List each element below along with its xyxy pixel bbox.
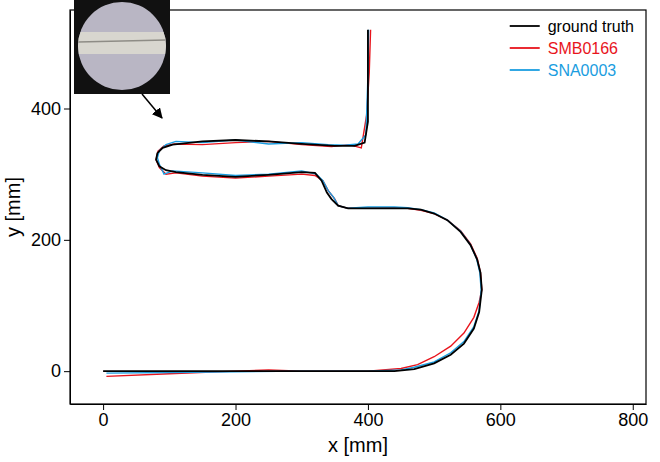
inset-view: [78, 2, 166, 90]
y-tick: 0: [51, 361, 70, 381]
x-tick-label: 400: [353, 410, 383, 430]
inset-photo: [74, 0, 170, 94]
inset-background: [74, 0, 170, 94]
y-axis: 0 200 400: [31, 11, 71, 405]
x-tick: 400: [353, 404, 383, 430]
y-axis-title: y [mm]: [2, 177, 24, 237]
y-tick-mark: [64, 109, 70, 110]
y-tick-label: 400: [31, 99, 61, 119]
x-tick: 200: [221, 404, 251, 430]
legend-item: ground truth: [510, 18, 634, 35]
legend-label: SNA0003: [548, 62, 617, 79]
x-tick-label: 200: [221, 410, 251, 430]
y-tick: 200: [31, 230, 70, 250]
legend-label: ground truth: [548, 18, 634, 35]
x-tick-label: 800: [618, 410, 648, 430]
inset-band: [78, 32, 166, 54]
x-tick: 600: [486, 404, 516, 430]
x-tick: 0: [99, 404, 109, 430]
y-tick-label: 0: [51, 361, 61, 381]
legend: ground truth SMB0166 SNA0003: [510, 18, 634, 79]
y-tick-mark: [64, 371, 70, 372]
y-axis-line: [70, 11, 71, 405]
chart: 0 200 400 600 800 0 200 400 x [mm] y [mm] ground t…: [0, 0, 660, 462]
x-axis-title: x [mm]: [328, 434, 388, 456]
legend-swatch: [510, 69, 540, 71]
x-tick-label: 600: [486, 410, 516, 430]
inset-edge: [78, 40, 166, 42]
x-axis: 0 200 400 600 800: [71, 404, 649, 430]
inset-arrow: [142, 94, 162, 118]
legend-swatch: [510, 25, 540, 27]
y-tick-label: 200: [31, 230, 61, 250]
y-tick: 400: [31, 99, 70, 119]
x-tick: 800: [618, 404, 648, 430]
legend-swatch: [510, 47, 540, 49]
legend-label: SMB0166: [548, 40, 618, 57]
legend-item: SNA0003: [510, 62, 617, 79]
y-tick-mark: [64, 240, 70, 241]
legend-item: SMB0166: [510, 40, 618, 57]
x-axis-line: [71, 404, 647, 405]
x-tick-label: 0: [99, 410, 109, 430]
